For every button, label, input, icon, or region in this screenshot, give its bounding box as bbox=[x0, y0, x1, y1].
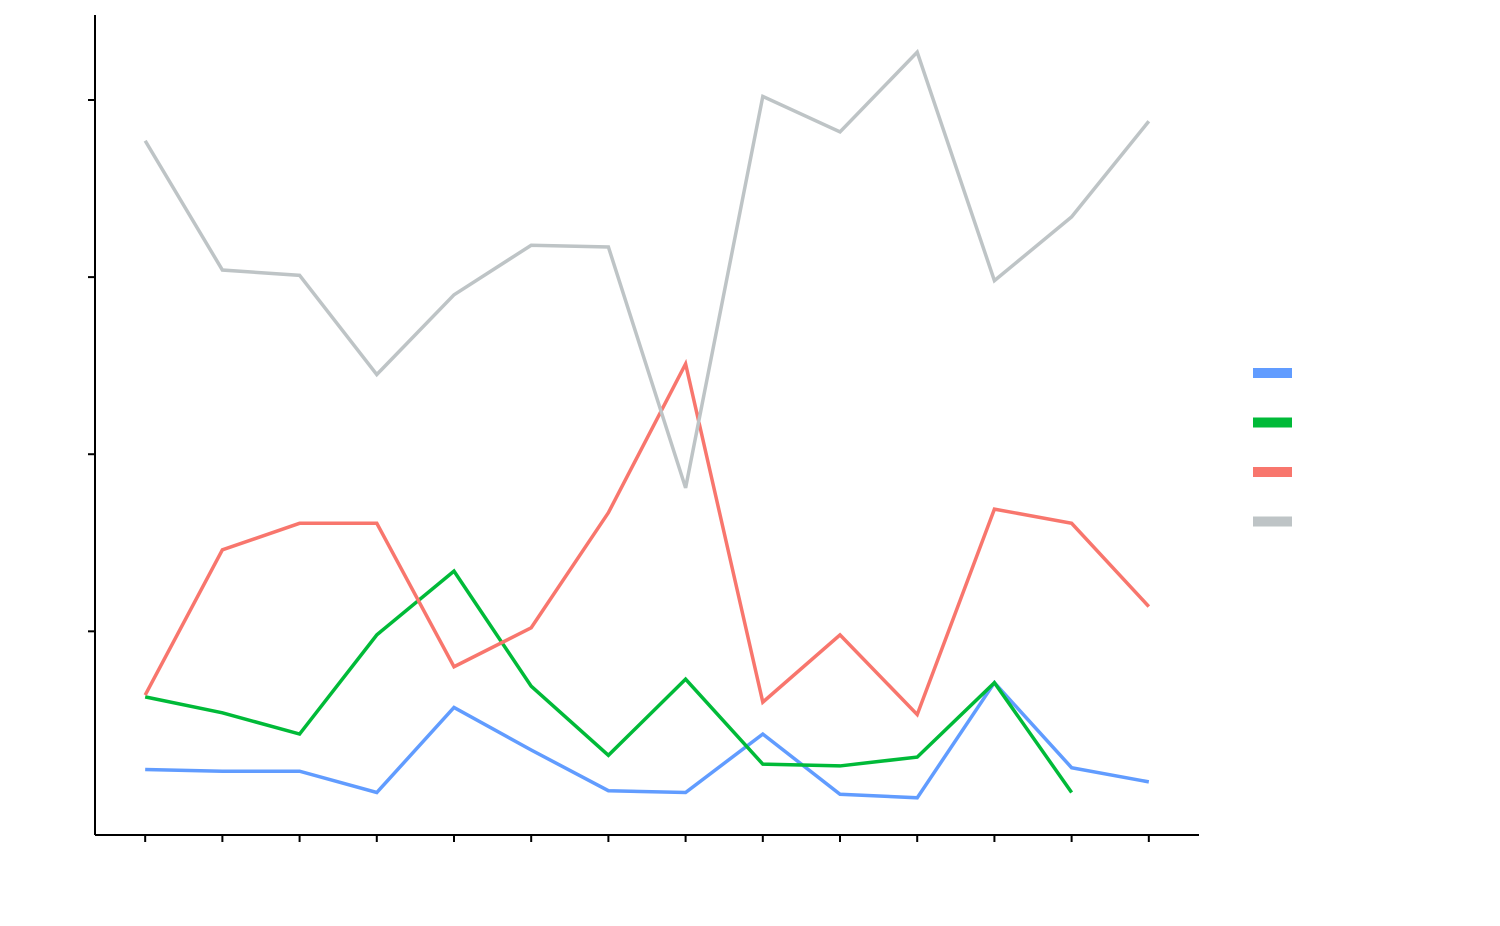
legend-swatch bbox=[1253, 516, 1292, 527]
series-line bbox=[143, 358, 1151, 718]
legend-swatch bbox=[1253, 368, 1292, 378]
series-line bbox=[144, 568, 1074, 794]
series-line bbox=[145, 679, 1150, 800]
legend-swatch bbox=[1253, 417, 1292, 428]
legend-swatch bbox=[1253, 467, 1292, 477]
series-line bbox=[143, 48, 1151, 489]
